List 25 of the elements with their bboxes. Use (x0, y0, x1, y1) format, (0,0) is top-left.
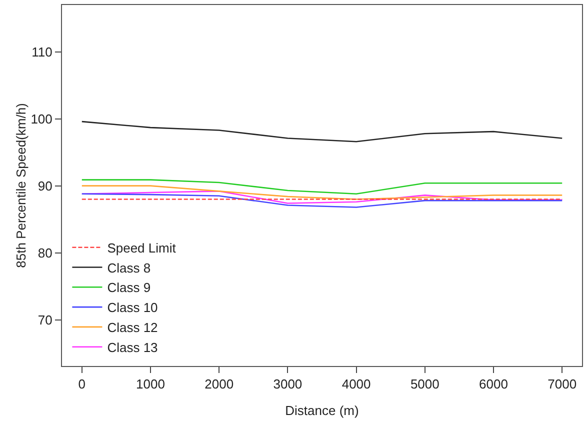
y-tick-label: 90 (38, 178, 52, 194)
line-series (81, 179, 563, 195)
y-tick-label: 70 (38, 312, 52, 328)
x-tick-label: 2000 (204, 376, 234, 392)
x-tick-label: 0 (78, 376, 86, 392)
y-tick-label: 100 (30, 111, 52, 126)
legend-label: Class 12 (107, 320, 158, 336)
line-series (81, 193, 563, 208)
legend-label: Class 9 (107, 280, 151, 296)
x-tick-label: 5000 (410, 376, 440, 392)
x-axis-title: Distance (m) (285, 403, 359, 418)
x-tick-label: 6000 (479, 376, 508, 392)
x-tick-label: 4000 (342, 376, 371, 392)
legend-label: Class 8 (107, 260, 151, 276)
legend-label: Class 10 (107, 300, 158, 316)
legend-label: Speed Limit (107, 240, 176, 256)
y-tick-label: 80 (38, 245, 52, 260)
y-tick-label: 110 (32, 44, 52, 60)
line-series (81, 185, 563, 200)
x-tick-label: 3000 (273, 376, 302, 392)
line-series (81, 120, 563, 142)
x-tick-label: 7000 (548, 376, 577, 392)
x-tick-label: 1000 (136, 376, 165, 392)
legend-label: Class 13 (107, 340, 158, 355)
y-axis-title: 85th Percentile Speed(km/h) (14, 103, 29, 268)
